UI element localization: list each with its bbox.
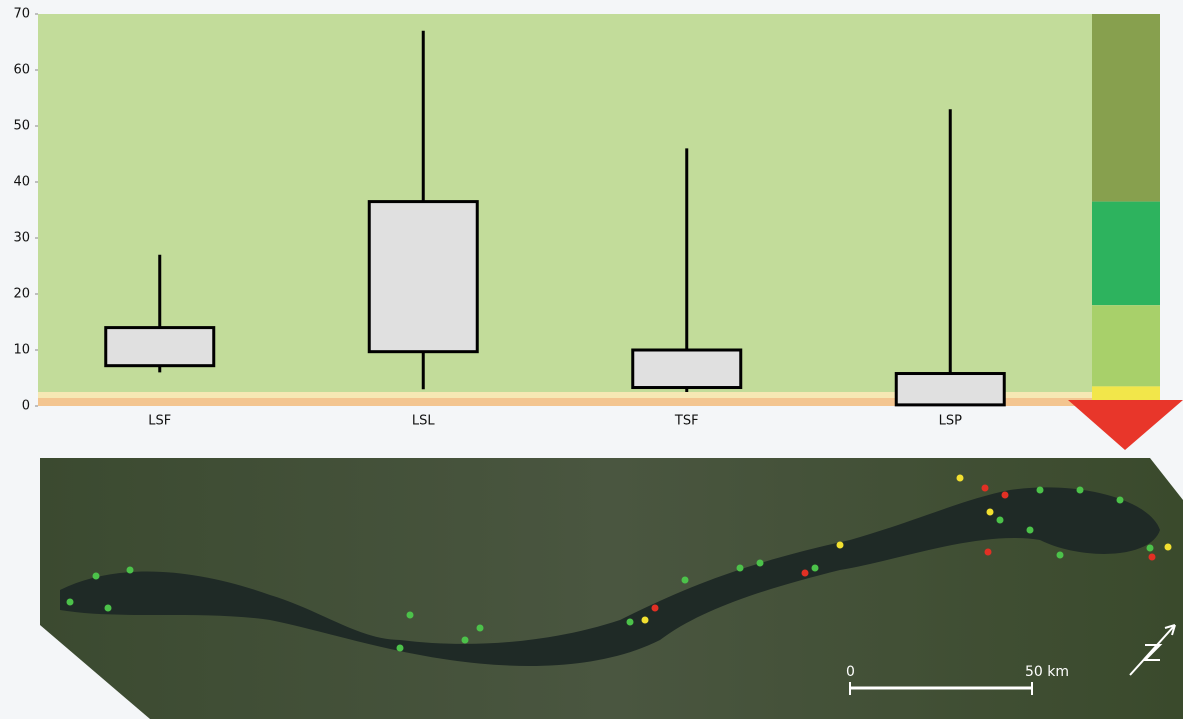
y-tick-label: 70 [13,7,30,22]
y-tick-label: 0 [22,399,30,414]
scale-label: 50 km [1025,664,1069,680]
scale-label: 0 [846,664,855,680]
y-tick-label: 10 [13,343,30,358]
x-tick-label: LSL [412,414,435,429]
y-tick-label: 60 [13,63,30,78]
x-tick-label: LSF [148,414,171,429]
box [367,200,479,354]
y-tick-label: 40 [13,175,30,190]
zone [1092,201,1160,306]
river [60,487,1160,666]
map-image [40,458,1183,719]
zone [1092,305,1160,387]
zone [1092,386,1160,401]
map-points-yellow [641,474,1172,624]
low-band [38,398,1092,406]
north-arrow [1129,624,1176,676]
x-tick-label: TSF [674,414,699,429]
box [631,348,743,390]
box [894,372,1006,407]
map-points [66,486,1154,652]
y-tick-label: 20 [13,287,30,302]
satellite-map: 0 50 km [40,458,1183,719]
red-arrow [1068,400,1183,450]
zone [1092,14,1160,202]
plot-area: 0 10 20 30 40 50 60 70 LSF LSL TSF LSP [13,7,1160,429]
box [104,326,216,368]
y-tick-label: 50 [13,119,30,134]
map-points-red [651,484,1156,612]
low-band [38,392,1092,398]
y-tick-label: 30 [13,231,30,246]
x-tick-label: LSP [939,414,962,429]
